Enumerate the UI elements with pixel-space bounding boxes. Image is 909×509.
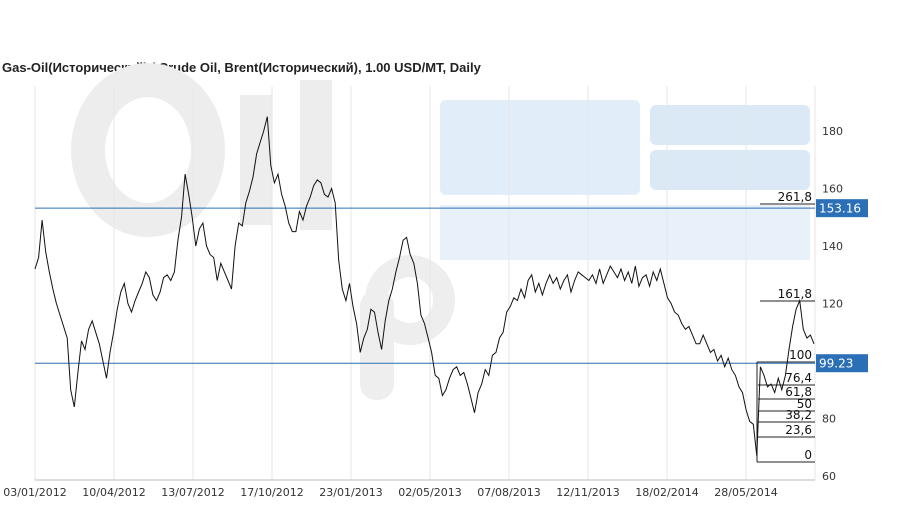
x-tick-label: 12/11/2013 bbox=[556, 486, 619, 499]
fib-level-label: 61,8 bbox=[785, 385, 812, 399]
y-tick-label: 140 bbox=[822, 240, 843, 253]
x-tick-label: 17/10/2012 bbox=[240, 486, 303, 499]
x-tick-label: 03/01/2012 bbox=[3, 486, 66, 499]
x-tick-label: 28/05/2014 bbox=[714, 486, 777, 499]
fib-level-label: 161,8 bbox=[778, 287, 812, 301]
price-series bbox=[34, 116, 815, 456]
price-badge: 99.23 bbox=[816, 354, 868, 373]
chart-grid bbox=[34, 86, 816, 481]
y-tick-label: 80 bbox=[822, 413, 836, 426]
fib-level-label: 0 bbox=[804, 448, 812, 462]
x-tick-label: 13/07/2012 bbox=[161, 486, 224, 499]
fib-level-label: 50 bbox=[797, 397, 812, 411]
oilstat-watermark-logo bbox=[71, 63, 810, 400]
price-badge-bg bbox=[816, 199, 868, 218]
fib-level-label: 261,8 bbox=[778, 190, 812, 204]
x-tick-label: 10/04/2012 bbox=[82, 486, 145, 499]
price-badge-bg bbox=[816, 354, 868, 373]
price-badge: 153.16 bbox=[816, 199, 868, 218]
x-tick-label: 02/05/2013 bbox=[398, 486, 461, 499]
horizontal-price-lines bbox=[35, 207, 815, 364]
fib-level-label: 38,2 bbox=[785, 408, 812, 422]
y-tick-label: 120 bbox=[822, 298, 843, 311]
x-tick-label: 07/08/2013 bbox=[477, 486, 540, 499]
fib-level-label: 76,4 bbox=[785, 371, 812, 385]
y-tick-label: 60 bbox=[822, 470, 836, 483]
series-line bbox=[34, 116, 815, 456]
price-badge-label: 99.23 bbox=[819, 357, 853, 371]
x-axis: 03/01/2012 10/04/2012 13/07/2012 17/10/2012… bbox=[3, 486, 777, 499]
x-tick-label: 18/02/2014 bbox=[635, 486, 698, 499]
y-tick-label: 160 bbox=[822, 183, 843, 196]
y-tick-label: 180 bbox=[822, 125, 843, 138]
price-badges: 153.16 99.23 bbox=[816, 199, 868, 373]
fib-level-label: 100 bbox=[789, 348, 812, 362]
fib-level-label: 23,6 bbox=[785, 423, 812, 437]
x-tick-label: 23/01/2013 bbox=[319, 486, 382, 499]
y-axis: 6080100120140160180 bbox=[822, 125, 843, 483]
price-badge-label: 153.16 bbox=[819, 202, 861, 216]
